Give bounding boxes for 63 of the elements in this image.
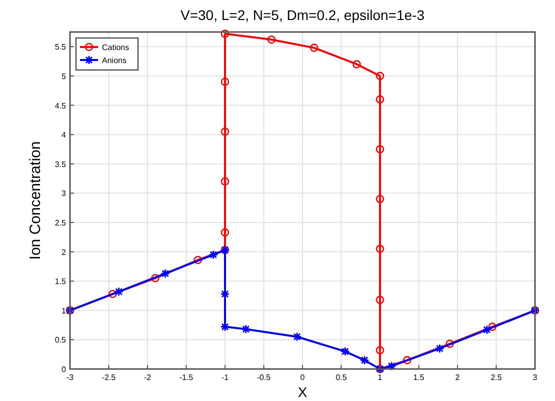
point: [220, 30, 230, 38]
point: [386, 361, 396, 371]
point: [114, 286, 124, 296]
point: [194, 256, 202, 264]
point: [267, 35, 276, 44]
y-tick-label: 0: [62, 365, 67, 374]
point: [352, 60, 361, 68]
y-tick-label: 1: [62, 306, 67, 316]
point: [482, 324, 492, 334]
point: [208, 250, 218, 260]
x-tick-label: 2: [455, 373, 460, 382]
point: [376, 145, 384, 154]
legend-label: Anions: [102, 56, 126, 65]
point: [340, 346, 350, 356]
point: [360, 355, 370, 365]
chart-title: V=30, L=2, N=5, Dm=0.2, epsilon=1e-3: [180, 7, 425, 23]
y-tick-label: 2: [62, 248, 67, 257]
point: [488, 322, 497, 331]
y-tick-label: 2.5: [54, 218, 67, 228]
x-axis-title: X: [298, 384, 308, 400]
x-tick-label: -0.5: [256, 373, 272, 382]
x-tick-label: -2.5: [102, 373, 116, 382]
point: [376, 72, 384, 80]
x-tick-label: -3: [66, 373, 74, 382]
y-tick-label: 4: [62, 130, 67, 140]
x-tick-label: 1.5: [413, 373, 425, 382]
point: [108, 290, 117, 298]
point: [220, 289, 230, 299]
point: [241, 324, 251, 334]
y-tick-label: 5.5: [54, 42, 67, 52]
point: [446, 340, 454, 348]
point: [151, 274, 160, 282]
x-tick-label: -1.5: [179, 373, 194, 382]
x-tick-label: -2: [144, 373, 152, 382]
x-tick-label: 0.5: [336, 373, 348, 382]
x-tick-label: 2.5: [490, 373, 502, 382]
point: [220, 228, 230, 237]
point: [220, 177, 230, 186]
y-axis-title: Ion Concentration: [27, 141, 44, 260]
point: [376, 95, 384, 104]
y-tick-label: 4.5: [54, 101, 67, 110]
x-tick-label: 3: [532, 373, 538, 382]
point: [376, 346, 384, 354]
point: [292, 332, 302, 342]
y-tick-label: 1.5: [54, 277, 67, 286]
point: [376, 194, 384, 204]
x-tick-label: -1: [221, 373, 230, 382]
point: [376, 244, 384, 253]
point: [310, 44, 318, 52]
point: [220, 127, 230, 136]
y-tick-label: 3: [62, 189, 67, 198]
point: [160, 268, 170, 278]
point: [434, 344, 444, 354]
x-tick-label: 0: [300, 373, 306, 382]
y-tick-label: 5: [62, 72, 67, 81]
x-tick-label: 1: [378, 373, 383, 382]
y-tick-label: 0.5: [54, 336, 67, 345]
point: [220, 322, 230, 332]
y-tick-label: 3.5: [54, 160, 67, 169]
point: [402, 356, 412, 364]
legend-label: Cations: [102, 43, 130, 52]
point: [220, 78, 230, 86]
point: [376, 296, 384, 304]
